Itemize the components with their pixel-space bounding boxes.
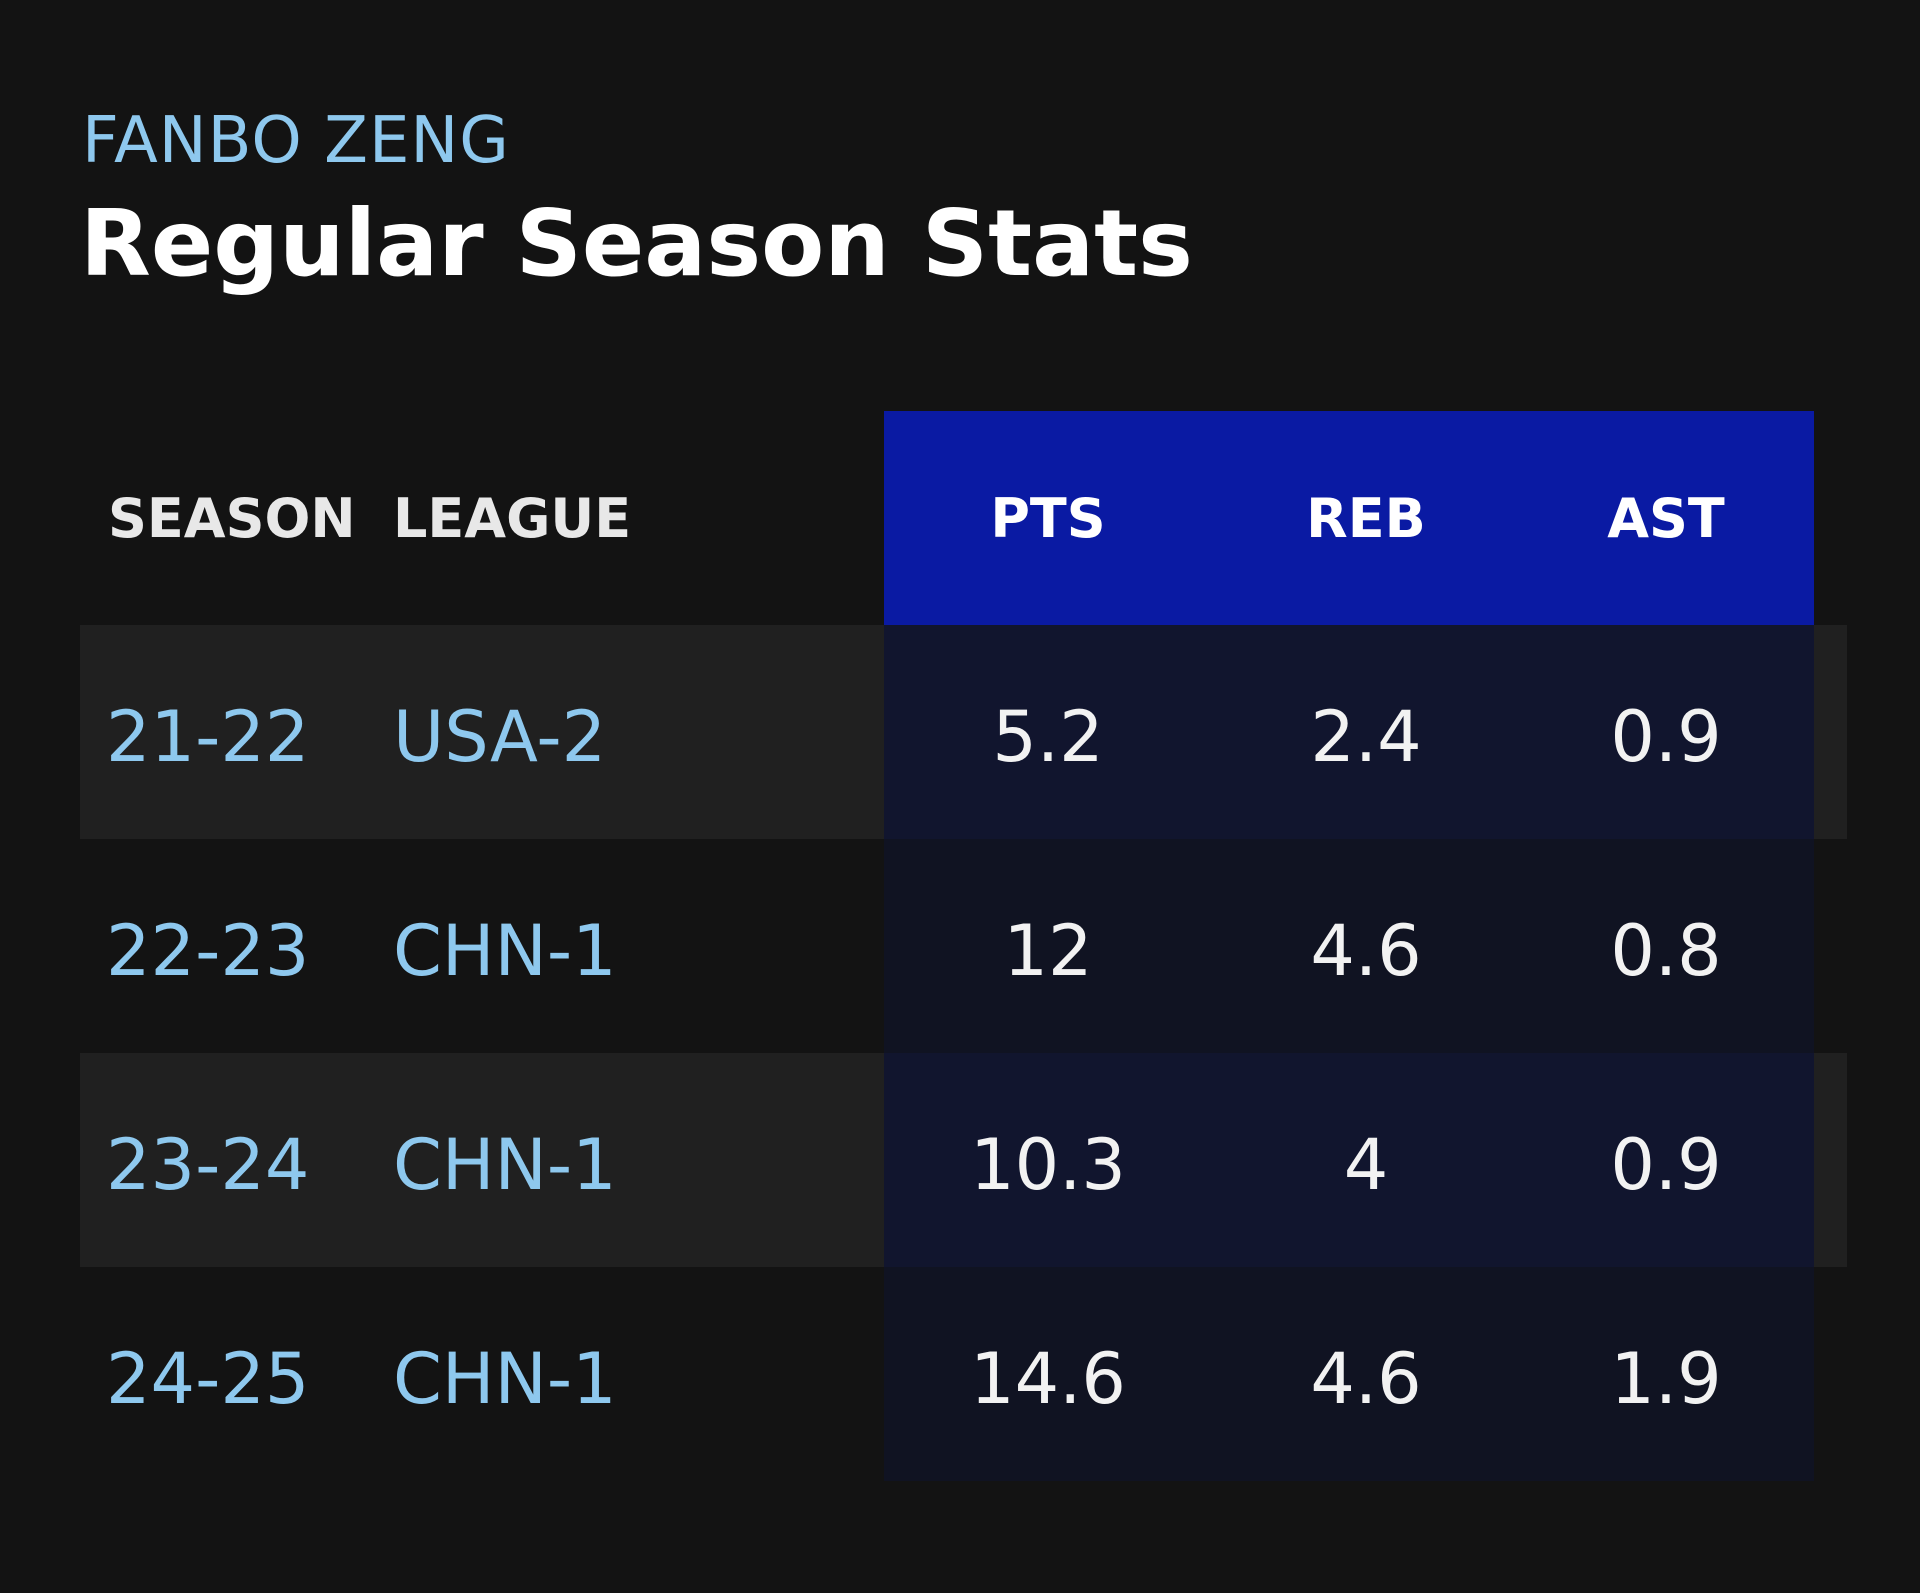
season-cell: 22-23 [106,910,310,992]
league-cell: CHN-1 [393,1338,617,1420]
column-header-pts: PTS [990,487,1106,550]
season-cell: 23-24 [106,1124,310,1206]
page-title: Regular Season Stats [80,190,1193,297]
stat-cells-background [884,1053,1814,1267]
column-header-ast: AST [1607,487,1725,550]
ast-cell: 0.8 [1610,910,1722,992]
reb-cell: 4.6 [1310,1338,1422,1420]
table-row: 23-24 CHN-1 10.3 4 0.9 [80,1053,1847,1267]
stats-header-highlight [884,411,1814,625]
league-cell: USA-2 [393,696,607,778]
stat-cells-background [884,839,1814,1053]
ast-cell: 0.9 [1610,696,1722,778]
table-header-row: SEASON LEAGUE PTS REB AST [80,411,1847,625]
stat-cells-background [884,625,1814,839]
stats-table: SEASON LEAGUE PTS REB AST 21-22 USA-2 5.… [80,411,1847,1481]
pts-cell: 14.6 [970,1338,1126,1420]
league-cell: CHN-1 [393,910,617,992]
stat-cells-background [884,1267,1814,1481]
pts-cell: 5.2 [992,696,1104,778]
reb-cell: 4.6 [1310,910,1422,992]
season-cell: 21-22 [106,696,310,778]
ast-cell: 0.9 [1610,1124,1722,1206]
pts-cell: 12 [1003,910,1093,992]
column-header-league: LEAGUE [393,487,632,550]
pts-cell: 10.3 [970,1124,1126,1206]
column-header-season: SEASON [108,487,356,550]
league-cell: CHN-1 [393,1124,617,1206]
table-row: 21-22 USA-2 5.2 2.4 0.9 [80,625,1847,839]
reb-cell: 4 [1343,1124,1389,1206]
table-row: 22-23 CHN-1 12 4.6 0.8 [80,839,1847,1053]
ast-cell: 1.9 [1610,1338,1722,1420]
reb-cell: 2.4 [1310,696,1422,778]
season-cell: 24-25 [106,1338,310,1420]
player-name: FANBO ZENG [82,104,510,178]
column-header-reb: REB [1306,487,1426,550]
table-row: 24-25 CHN-1 14.6 4.6 1.9 [80,1267,1847,1481]
